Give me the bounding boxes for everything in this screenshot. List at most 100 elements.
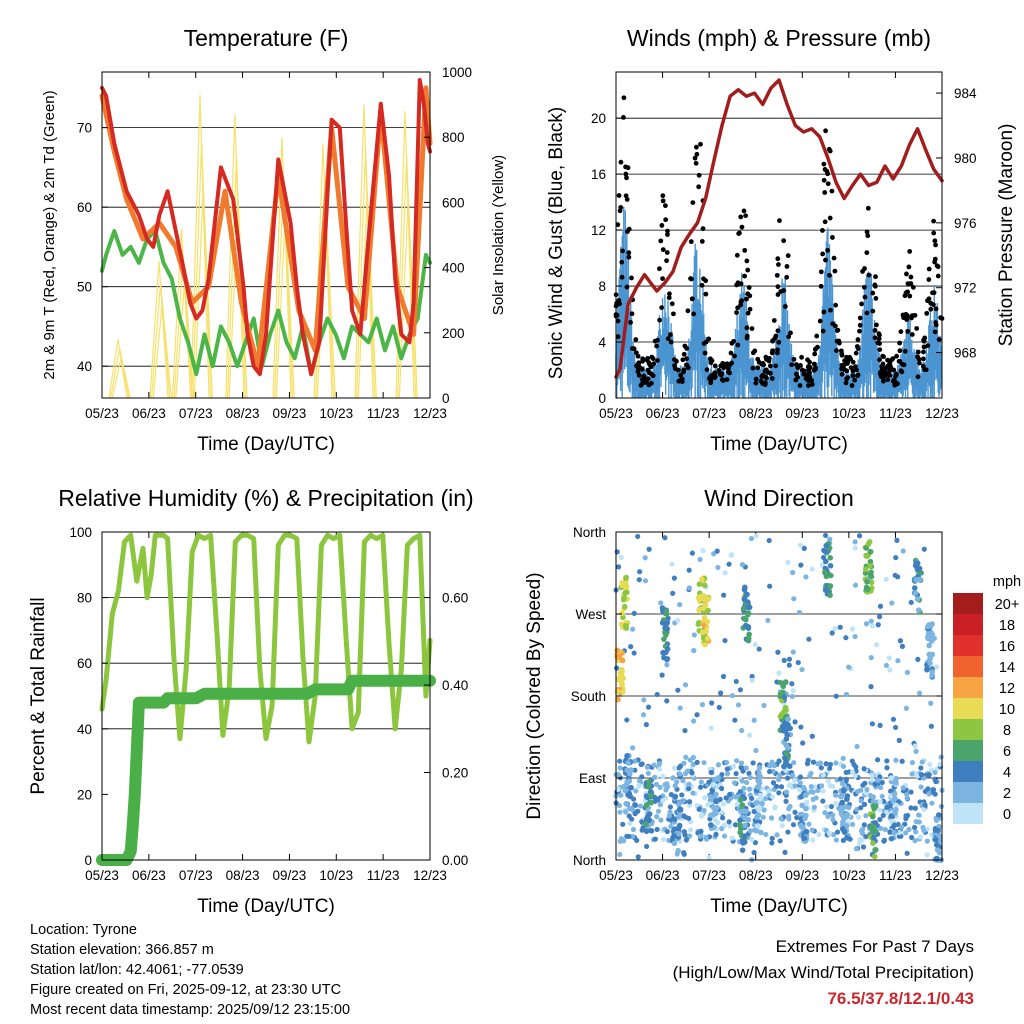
wind-direction-point — [869, 721, 875, 727]
winds-ytick-label: 12 — [591, 223, 606, 238]
wind-gust-point — [818, 269, 824, 275]
wind-direction-point — [739, 847, 746, 853]
wind-direction-point — [756, 646, 762, 652]
wind-direction-point — [913, 748, 919, 754]
wind-direction-point — [828, 572, 834, 579]
extremes-subtitle: (High/Low/Max Wind/Total Precipitation) — [672, 963, 974, 982]
wind-direction-point — [870, 798, 876, 804]
wind-direction-point — [652, 794, 658, 801]
wind-gust-point — [745, 267, 751, 273]
humidity-xtick-label: 09/23 — [273, 868, 307, 883]
wind-direction-point — [676, 830, 682, 837]
wind-direction-point — [769, 840, 775, 846]
colorbar-swatch — [953, 677, 983, 698]
wind-direction-point — [675, 814, 682, 820]
wind-gust-point — [872, 335, 878, 341]
pressure-line — [614, 78, 944, 379]
wind-gust-point — [768, 370, 773, 376]
wind-direction-point — [627, 806, 633, 812]
wind_direction-xtick-label: 09/23 — [785, 868, 819, 883]
wind-direction-point — [755, 812, 762, 818]
wind-gust-point — [839, 371, 845, 377]
wind-gust-point — [922, 335, 928, 341]
wind-gust-point — [935, 273, 941, 279]
wind-direction-point — [800, 784, 807, 791]
wind-direction-point — [882, 826, 888, 833]
wind-direction-point — [618, 666, 625, 673]
wind-gust-point — [706, 336, 712, 342]
wind-direction-point — [774, 832, 780, 838]
wind-gust-point — [866, 272, 872, 278]
wind-direction-point — [618, 792, 624, 798]
winds-y2label: Station Pressure (Maroon) — [996, 124, 1017, 347]
wind-gust-point — [834, 348, 839, 354]
wind-gust-point — [857, 322, 863, 328]
wind-direction-point — [810, 837, 816, 843]
wind-direction-point — [733, 770, 739, 777]
wind-direction-point — [722, 570, 728, 576]
wind-gust-point — [771, 318, 777, 323]
wind-direction-point — [809, 827, 815, 833]
wind-direction-point — [926, 642, 932, 649]
solar-insolation-line — [108, 339, 128, 399]
wind-direction-point — [928, 723, 935, 729]
wind-direction-point — [734, 758, 740, 764]
wind-gust-point — [843, 380, 849, 386]
wind-direction-point — [877, 603, 884, 609]
wind-direction-point — [869, 772, 875, 779]
wind-direction-point — [892, 795, 898, 802]
wind-gust-point — [724, 377, 730, 382]
wind-gust-point — [759, 374, 765, 379]
wind-gust-point — [739, 298, 744, 304]
wind-gust-point — [910, 313, 915, 318]
wind-direction-point — [628, 784, 634, 791]
wind-direction-point — [626, 778, 633, 784]
wind-direction-point — [639, 761, 645, 767]
wind-direction-point — [739, 778, 745, 784]
wind-gust-point — [916, 356, 922, 362]
wind-direction-point — [858, 805, 864, 811]
wind-direction-point — [912, 590, 919, 596]
wind-direction-point — [909, 771, 915, 777]
wind-gust-point — [822, 167, 828, 172]
wind-direction-point — [627, 771, 633, 778]
wind-gust-point — [744, 258, 750, 264]
extremes-values: 76.5/37.8/12.1/0.43 — [827, 989, 974, 1008]
wind-direction-point — [896, 737, 902, 743]
wind-direction-point — [748, 535, 754, 542]
wind-direction-point — [769, 759, 775, 765]
wind-gust-point — [724, 361, 730, 367]
wind-direction-point — [904, 795, 910, 801]
humidity-xtick-label: 11/23 — [367, 868, 400, 883]
wind-gust-point — [666, 295, 672, 301]
wind-direction-point — [730, 763, 737, 769]
wind-direction-point — [699, 576, 705, 583]
wind-direction-point — [860, 826, 866, 832]
wind-gust-point — [628, 320, 633, 325]
colorbar-label: 0 — [1003, 807, 1011, 823]
wind-gust-point — [830, 235, 835, 240]
winds-xlabel: Time (Day/UTC) — [710, 434, 848, 455]
wind-gust-point — [657, 317, 663, 323]
wind-direction-point — [720, 801, 727, 807]
wind-direction-point — [680, 778, 686, 784]
wind-gust-point — [897, 340, 903, 346]
wind-direction-point — [727, 791, 733, 797]
wind-gust-point — [667, 291, 672, 297]
wind-direction-point — [783, 789, 790, 795]
wind-gust-point — [880, 375, 886, 380]
wind-direction-point — [896, 829, 903, 836]
wind-direction-point — [790, 649, 796, 655]
winds-xtick-label: 12/23 — [925, 406, 959, 421]
wind-gust-point — [696, 172, 702, 178]
wind-direction-point — [863, 621, 870, 627]
wind-gust-point — [728, 350, 734, 356]
wind-gust-point — [633, 337, 639, 342]
colorbar-label: 12 — [999, 681, 1015, 697]
wind-direction-point — [712, 798, 719, 804]
wind-gust-point — [660, 247, 666, 253]
wind-gust-point — [749, 326, 755, 332]
colorbar-label: 4 — [1003, 765, 1011, 781]
wind-direction-point — [665, 615, 671, 622]
wind-gust-point — [698, 141, 703, 147]
